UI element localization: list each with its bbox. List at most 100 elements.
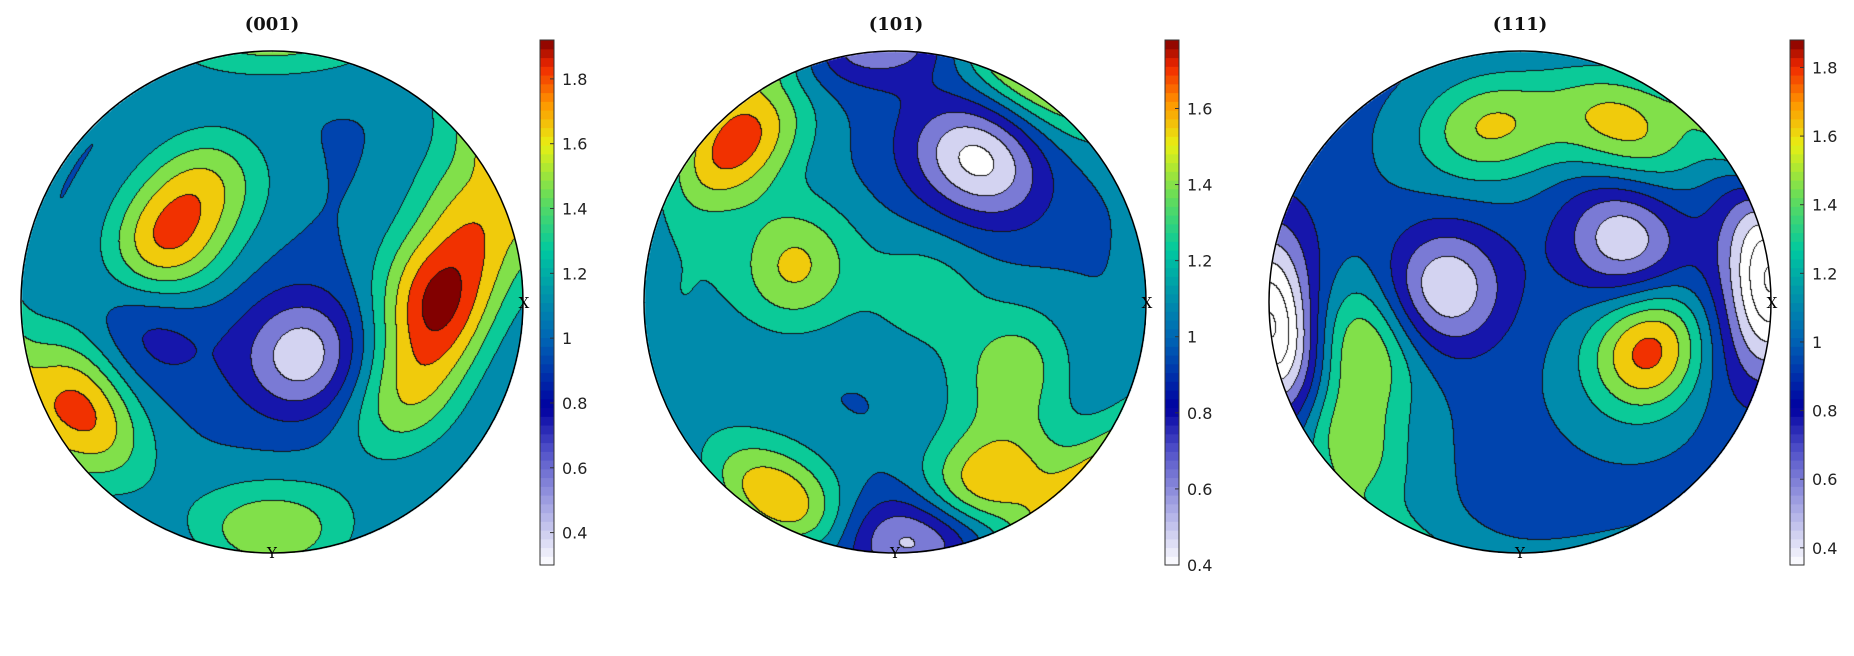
- colorbar-segment: [1790, 425, 1804, 435]
- colorbar-segment: [1165, 372, 1179, 382]
- colorbar-frame: [1164, 39, 1180, 566]
- colorbar-tick-label: 1.4: [562, 200, 587, 219]
- colorbar-segment: [1165, 477, 1179, 487]
- colorbar-segment: [1790, 110, 1804, 120]
- colorbar-tick-label: 1.8: [562, 70, 587, 89]
- colorbar-segment: [1165, 363, 1179, 374]
- colorbar-segment: [1790, 171, 1804, 181]
- colorbar-111: 0.4 0.6 0.8 1 1.2 1.4 1.6 1.8: [1789, 39, 1837, 566]
- colorbar-segment: [1165, 48, 1179, 59]
- colorbar-tick-label: 1.6: [1187, 99, 1212, 118]
- colorbar-segment: [540, 337, 554, 347]
- colorbar-segment: [1790, 136, 1804, 146]
- colorbar-segment: [540, 285, 554, 295]
- colorbar-segment: [540, 92, 554, 102]
- colorbar-segment: [1165, 206, 1179, 216]
- colorbar-segment: [540, 171, 554, 181]
- colorbar-segment: [1790, 57, 1804, 67]
- colorbar-segment: [1165, 381, 1179, 391]
- title-001: (001): [245, 14, 300, 35]
- colorbar-tick-label: 0.4: [1187, 556, 1212, 575]
- colorbar-segment: [1165, 311, 1179, 321]
- colorbar-segment: [1790, 337, 1804, 347]
- colorbar-segment: [1790, 223, 1804, 234]
- colorbar-segment: [1165, 40, 1179, 50]
- colorbar-segment: [540, 127, 554, 137]
- colorbar-segment: [1790, 363, 1804, 374]
- colorbar-segment: [540, 442, 554, 452]
- colorbar-segment: [1790, 416, 1804, 426]
- colorbar-segment: [1790, 311, 1804, 321]
- colorbar-segment: [1790, 398, 1804, 409]
- colorbar-tick-label: 1.4: [1812, 196, 1837, 215]
- colorbar-segment: [540, 355, 554, 365]
- colorbar-segment: [1165, 101, 1179, 111]
- colorbar-segment: [1165, 442, 1179, 452]
- colorbar-segment: [1165, 127, 1179, 137]
- colorbar-segment: [1165, 232, 1179, 242]
- colorbar-segment: [540, 118, 554, 129]
- colorbar-segment: [1790, 328, 1804, 339]
- colorbar-segment: [1165, 250, 1179, 260]
- colorbar-segment: [1790, 512, 1804, 522]
- colorbar-segment: [540, 398, 554, 409]
- colorbar-segment: [1165, 66, 1179, 76]
- colorbar-segment: [1165, 180, 1179, 190]
- colorbar-segment: [540, 451, 554, 461]
- colorbar-segment: [540, 241, 554, 251]
- colorbar-tick-label: 1: [562, 329, 572, 348]
- colorbar-segment: [540, 521, 554, 531]
- colorbar-segment: [1165, 451, 1179, 461]
- colorbar-segment: [1165, 223, 1179, 234]
- colorbar-segment: [1790, 538, 1804, 549]
- colorbar-segment: [540, 83, 554, 94]
- colorbar-segment: [1790, 293, 1804, 304]
- colorbar-segment: [1790, 302, 1804, 312]
- colorbar-segment: [1165, 460, 1179, 470]
- density-map-111: [1269, 51, 1771, 553]
- colorbar-segment: [1165, 110, 1179, 120]
- pole-figure-001: (001) X Y 0.4 0.6 0.8 1 1.2 1.4 1.6 1.8: [20, 14, 587, 566]
- y-axis-label: Y: [266, 544, 278, 562]
- pole-figure-boundary: [1268, 50, 1772, 554]
- colorbar-segment: [1790, 180, 1804, 190]
- colorbar-segment: [1165, 75, 1179, 85]
- colorbar-segment: [1790, 407, 1804, 417]
- title-111: (111): [1493, 14, 1548, 35]
- colorbar-segment: [1790, 451, 1804, 461]
- colorbar-segment: [1165, 346, 1179, 356]
- colorbar-segment: [1165, 433, 1179, 444]
- colorbar-segment: [1790, 75, 1804, 85]
- colorbar-segment: [1790, 127, 1804, 137]
- colorbar-segment: [540, 320, 554, 330]
- colorbar-segment: [1165, 153, 1179, 164]
- colorbar-segment: [1165, 285, 1179, 295]
- colorbar-segment: [1790, 460, 1804, 470]
- colorbar-segment: [1790, 355, 1804, 365]
- colorbar-segment: [1165, 530, 1179, 540]
- colorbar-segment: [1790, 118, 1804, 129]
- colorbar-segment: [540, 250, 554, 260]
- colorbar-segment: [1790, 477, 1804, 487]
- colorbar-segment: [540, 48, 554, 59]
- colorbar-segment: [1790, 258, 1804, 269]
- colorbar-segment: [1165, 241, 1179, 251]
- colorbar-segment: [1790, 503, 1804, 514]
- colorbar-segment: [1165, 337, 1179, 347]
- colorbar-segment: [1790, 66, 1804, 76]
- colorbar-tick-label: 1.2: [1812, 264, 1837, 283]
- colorbar-segment: [1790, 197, 1804, 207]
- colorbar-segment: [1790, 40, 1804, 50]
- x-axis-label: X: [1142, 294, 1153, 312]
- colorbar-segment: [1165, 118, 1179, 129]
- colorbar-tick-label: 1.2: [562, 264, 587, 283]
- colorbar-segment: [1165, 188, 1179, 199]
- colorbar-tick-label: 0.6: [562, 459, 587, 478]
- pole-figure-101: (101) X Y 0.4 0.6 0.8 1 1.2 1.4 1.6: [643, 14, 1212, 575]
- colorbar-segment: [1790, 468, 1804, 479]
- colorbar-segment: [1165, 390, 1179, 400]
- density-map-001: [21, 51, 523, 553]
- colorbar-tick-label: 0.4: [1812, 539, 1837, 558]
- colorbar-segment: [540, 346, 554, 356]
- colorbar-segment: [540, 136, 554, 146]
